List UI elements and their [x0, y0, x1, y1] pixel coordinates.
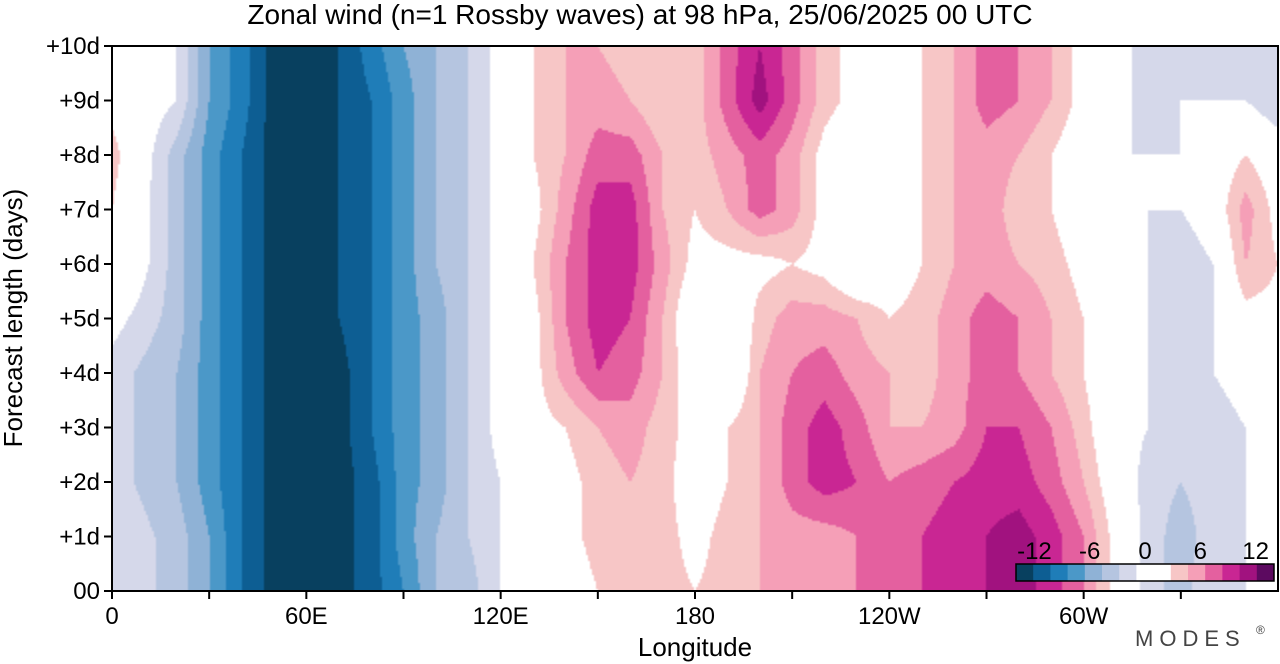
y-axis-label: Forecast length (days)	[0, 189, 28, 448]
y-tick-label: +3d	[59, 415, 100, 442]
colorbar-swatch	[1119, 564, 1137, 581]
x-axis-ticks: 0 60E 120E 180 120W 60W	[105, 591, 1182, 630]
y-tick-label: +7d	[59, 197, 100, 224]
colorbar-frame	[1015, 563, 1275, 582]
colorbar-swatch	[1136, 564, 1155, 581]
y-tick-label: +5d	[59, 306, 100, 333]
colorbar-tick-label: -6	[1079, 538, 1100, 565]
colorbar-swatch	[1256, 564, 1275, 581]
brand-logo: MODES	[1135, 626, 1246, 651]
x-tick-label: 0	[105, 603, 118, 630]
colorbar-swatch	[1067, 564, 1086, 581]
y-tick-label: +10d	[46, 33, 100, 60]
colorbar-tick-label: -12	[1017, 538, 1052, 565]
x-tick-label: 120W	[858, 603, 921, 630]
colorbar-swatch	[1102, 564, 1120, 581]
colorbar-swatch	[1170, 564, 1189, 581]
colorbar-swatch	[1188, 564, 1206, 581]
colorbar-swatch	[1153, 564, 1172, 581]
x-tick-label: 180	[675, 603, 715, 630]
colorbar-swatch	[1016, 564, 1034, 581]
x-tick-label: 60W	[1059, 603, 1109, 630]
y-tick-label: +9d	[59, 88, 100, 115]
y-tick-label: +6d	[59, 251, 100, 278]
x-axis-label: Longitude	[638, 632, 752, 662]
colorbar-swatch	[1222, 564, 1241, 581]
y-tick-label: +4d	[59, 360, 100, 387]
colorbar-tick-label: 0	[1138, 538, 1151, 565]
colorbar-tick-labels: -12 -6 0 6 12	[1017, 538, 1269, 565]
colorbar-swatch	[1239, 564, 1258, 581]
colorbar-swatch	[1084, 564, 1103, 581]
y-tick-label: +1d	[59, 524, 100, 551]
y-tick-label: +8d	[59, 142, 100, 169]
colorbar-swatch	[1205, 564, 1223, 581]
colorbar-tick-label: 6	[1194, 538, 1207, 565]
registered-mark: ®	[1256, 623, 1265, 637]
contour-field	[112, 46, 1278, 591]
colorbar	[1015, 563, 1275, 582]
y-tick-label: +2d	[59, 469, 100, 496]
plot-frame	[111, 45, 1279, 592]
x-tick-label: 60E	[285, 603, 328, 630]
y-tick-label: 00	[73, 578, 100, 605]
x-tick-label: 120E	[473, 603, 529, 630]
colorbar-tick-label: 12	[1242, 538, 1269, 565]
colorbar-swatch	[1033, 564, 1051, 581]
colorbar-swatch	[1050, 564, 1069, 581]
chart-title: Zonal wind (n=1 Rossby waves) at 98 hPa,…	[247, 0, 1032, 30]
y-axis-ticks: 00 +1d +2d +3d +4d +5d +6d +7d +8d +9d +10d	[46, 33, 112, 605]
